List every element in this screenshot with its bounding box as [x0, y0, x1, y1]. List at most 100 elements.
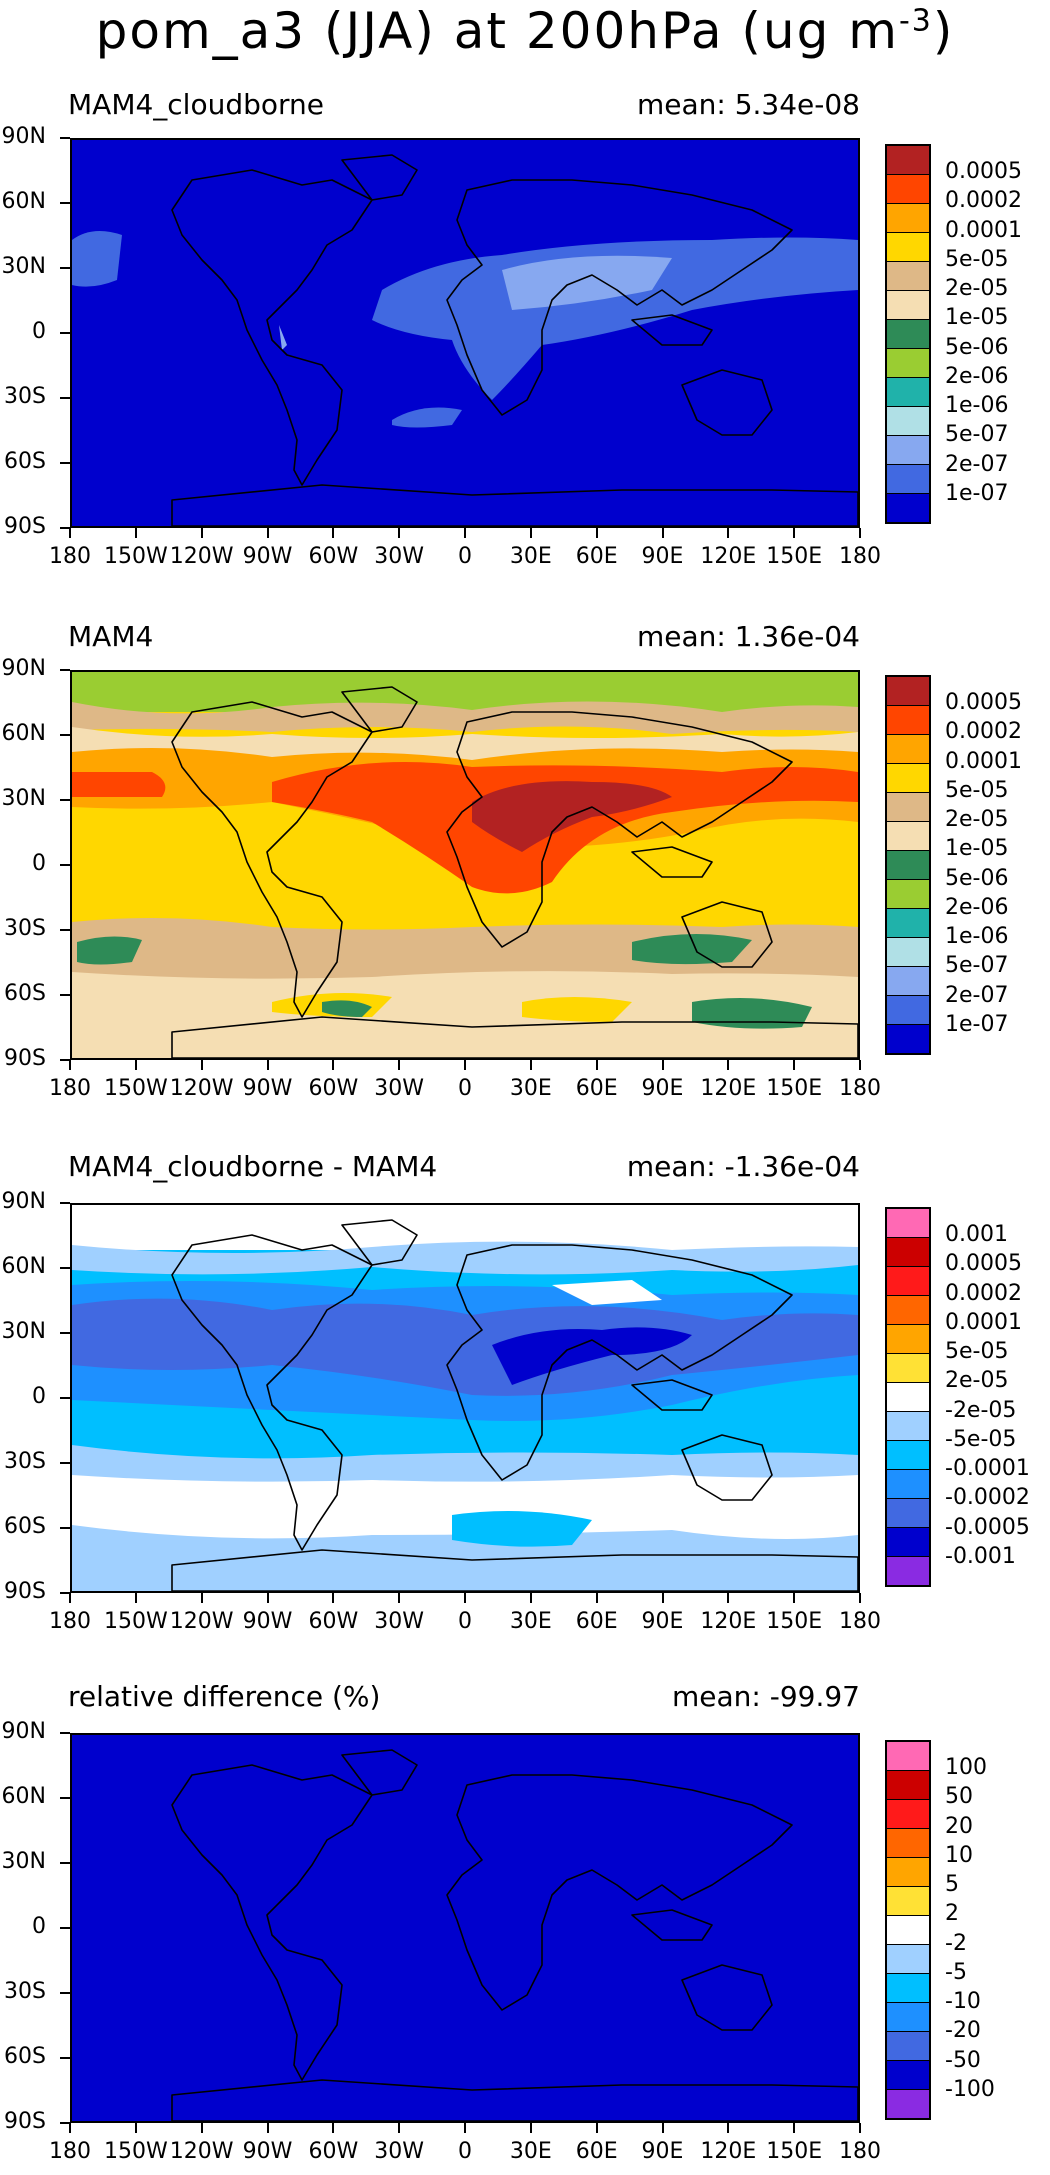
- lon-label: 30E: [509, 1076, 552, 1101]
- colorbar-label: -5: [945, 1959, 967, 1985]
- lon-label: 90W: [242, 544, 293, 569]
- lon-tick: [398, 1060, 401, 1070]
- coastline-1: [341, 1219, 418, 1266]
- coastline-5: [631, 1379, 713, 1411]
- colorbar-label: 50: [945, 1784, 973, 1810]
- lat-tick: [60, 1059, 70, 1061]
- lat-tick: [60, 994, 70, 996]
- lat-tick: [60, 799, 70, 801]
- lat-label: 0: [32, 851, 46, 876]
- panel-1-colorbar: [885, 144, 931, 524]
- lon-label: 90E: [641, 1076, 684, 1101]
- lon-label: 120W: [169, 1609, 234, 1634]
- lon-tick: [464, 1593, 466, 1603]
- lon-label: 60W: [308, 1609, 359, 1634]
- lon-label: 150E: [766, 1609, 823, 1634]
- lon-label: 0: [458, 2139, 472, 2164]
- panel-2-svg: [72, 672, 858, 1058]
- colorbar-label: 0.0005: [945, 1251, 1022, 1277]
- lat-label: 60N: [1, 189, 46, 214]
- lon-tick: [266, 2123, 269, 2133]
- lon-label: 150E: [766, 544, 823, 569]
- lat-label: 90N: [1, 656, 46, 681]
- panel-3-name: MAM4_cloudborne - MAM4: [68, 1150, 438, 1183]
- lon-tick: [398, 1593, 401, 1603]
- panel-1-svg: [72, 140, 858, 526]
- lon-tick: [595, 2123, 598, 2133]
- lon-label: 120W: [169, 1076, 234, 1101]
- lat-label: 90N: [1, 1719, 46, 1744]
- lat-tick: [60, 1992, 70, 1994]
- lat-tick: [60, 1267, 70, 1269]
- lat-tick: [60, 137, 70, 139]
- colorbar-label: 0.0001: [945, 748, 1022, 774]
- lon-label: 0: [458, 544, 472, 569]
- colorbar-label: 5e-05: [945, 1339, 1009, 1365]
- coastline-4: [171, 484, 858, 526]
- lat-tick: [60, 2057, 70, 2059]
- colorbar-label: 1e-05: [945, 836, 1009, 862]
- colorbar-label: 1e-07: [945, 1011, 1009, 1037]
- colorbar-label: 100: [945, 1755, 987, 1781]
- lon-tick: [332, 1060, 335, 1070]
- lon-label: 180: [49, 1609, 91, 1634]
- lon-tick: [793, 528, 796, 538]
- lon-tick: [793, 1060, 796, 1070]
- colorbar-label: 0.0002: [945, 719, 1022, 745]
- lon-tick: [529, 528, 532, 538]
- lon-tick: [595, 528, 598, 538]
- colorbar-label: 2e-05: [945, 807, 1009, 833]
- panel-3-colorbar: [885, 1207, 931, 1587]
- coastline-4: [171, 2079, 858, 2121]
- lat-tick: [60, 929, 70, 931]
- colorbar-label: 5e-05: [945, 777, 1009, 803]
- coastline-3: [681, 1434, 773, 1501]
- colorbar-label: 2e-07: [945, 451, 1009, 477]
- lon-label: 150W: [103, 2139, 168, 2164]
- colorbar-label: -10: [945, 1989, 981, 2015]
- lat-label: 30S: [4, 384, 46, 409]
- colorbar-label: 5e-06: [945, 334, 1009, 360]
- lon-label: 120W: [169, 544, 234, 569]
- lon-label: 180: [839, 1076, 881, 1101]
- lon-label: 60E: [575, 544, 618, 569]
- lat-tick: [60, 1202, 70, 1204]
- lat-label: 60S: [4, 981, 46, 1006]
- colorbar-label: -0.0002: [945, 1485, 1030, 1511]
- lat-label: 60S: [4, 2044, 46, 2069]
- colorbar-label: 5e-07: [945, 953, 1009, 979]
- panel-3-mean: mean: -1.36e-04: [626, 1150, 860, 1183]
- lat-tick: [60, 1927, 70, 1929]
- coastline-2: [446, 1774, 793, 2011]
- lon-tick: [464, 528, 466, 538]
- colorbar-label: 2e-06: [945, 363, 1009, 389]
- lon-tick: [266, 1593, 269, 1603]
- lat-label: 30N: [1, 786, 46, 811]
- lon-label: 120E: [700, 1609, 757, 1634]
- lon-label: 150E: [766, 2139, 823, 2164]
- lon-tick: [727, 1060, 730, 1070]
- coastline-5: [631, 846, 713, 878]
- lat-label: 30S: [4, 1979, 46, 2004]
- lat-label: 0: [32, 1384, 46, 1409]
- colorbar-label: 5: [945, 1872, 959, 1898]
- panel-2-name: MAM4: [68, 620, 154, 653]
- lon-label: 180: [839, 1609, 881, 1634]
- lon-tick: [859, 1060, 861, 1070]
- colorbar-label: 5e-07: [945, 422, 1009, 448]
- lon-label: 30W: [374, 2139, 425, 2164]
- lon-label: 30E: [509, 544, 552, 569]
- lat-label: 60S: [4, 1514, 46, 1539]
- colorbar-label: 10: [945, 1842, 973, 1868]
- lat-label: 30S: [4, 916, 46, 941]
- coastline-1: [341, 154, 418, 201]
- lat-label: 0: [32, 1914, 46, 1939]
- coastline-4: [171, 1016, 858, 1058]
- colorbar-label: 1e-05: [945, 305, 1009, 331]
- lon-tick: [266, 528, 269, 538]
- lon-tick: [134, 528, 137, 538]
- lon-tick: [529, 2123, 532, 2133]
- panel-3-svg: [72, 1205, 858, 1591]
- lon-tick: [793, 2123, 796, 2133]
- lat-tick: [60, 1527, 70, 1529]
